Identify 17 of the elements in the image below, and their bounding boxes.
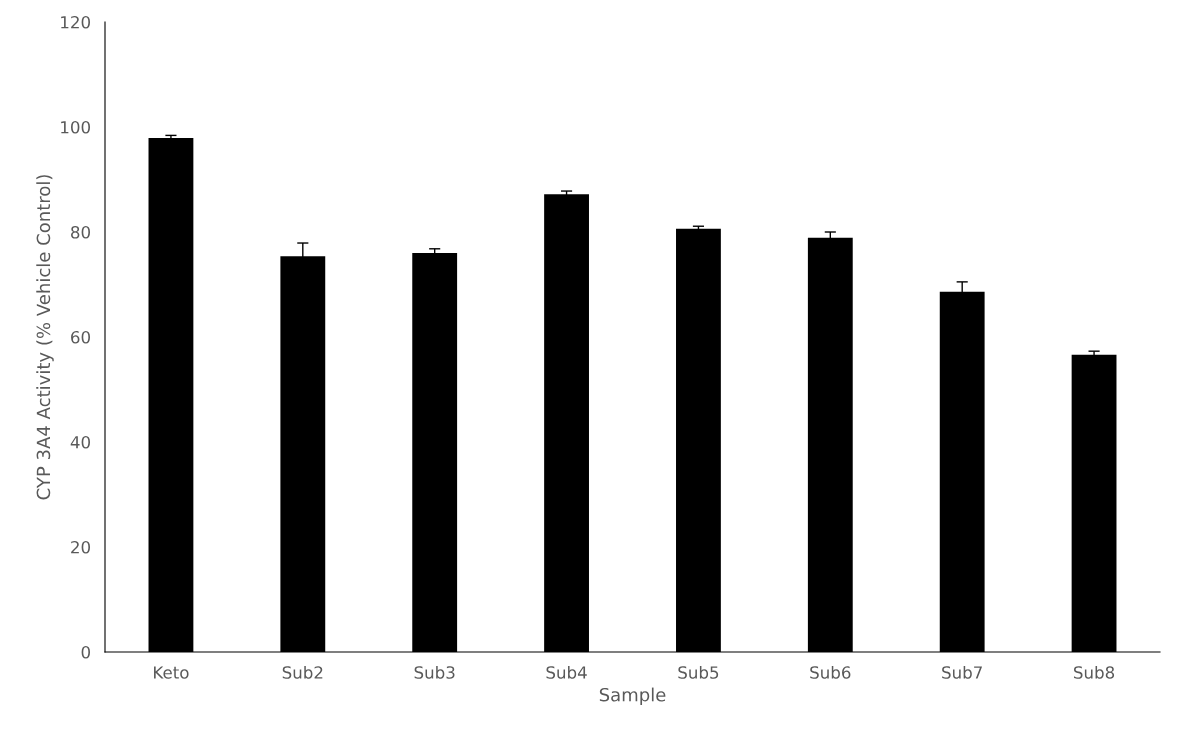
x-tick-label: Sub4: [546, 665, 587, 679]
y-tick-label: 0: [81, 645, 90, 659]
x-tick-label: Sub6: [810, 665, 851, 679]
y-axis-title: CYP 3A4 Activity (% Vehicle Control): [36, 175, 54, 500]
x-tick-label: Sub3: [414, 665, 455, 679]
y-tick-label: 120: [61, 15, 90, 29]
y-tick-label: 20: [71, 540, 90, 554]
x-tick-label: Sub7: [942, 665, 982, 679]
x-axis-title: Sample: [599, 687, 666, 706]
y-tick-label: 60: [71, 330, 90, 344]
x-tick-label: Keto: [154, 666, 189, 679]
x-tick-label: Sub8: [1074, 665, 1115, 679]
y-tick-label: 40: [70, 435, 90, 449]
y-tick-label: 80: [71, 225, 90, 239]
x-tick-label: Sub5: [678, 665, 719, 679]
y-tick-label: 100: [61, 120, 90, 134]
x-tick-label: Sub2: [282, 665, 323, 679]
